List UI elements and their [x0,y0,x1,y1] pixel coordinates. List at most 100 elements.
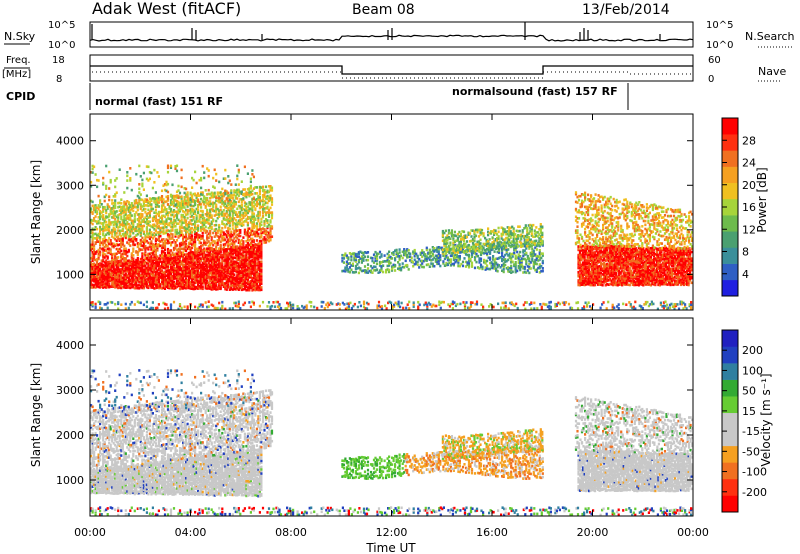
echo-cell [185,267,188,271]
echo-cell [111,202,114,205]
echo-cell [151,272,154,275]
echo-cell [191,246,194,250]
echo-cell [177,274,180,278]
echo-cell [157,212,160,216]
echo-cell [100,211,103,214]
echo-cell [169,237,173,240]
echo-cell [197,279,200,283]
echo-cell [162,275,165,278]
echo-cell [103,274,106,277]
echo-cell [105,263,108,267]
echo-cell [237,274,240,278]
echo-cell [154,216,157,220]
echo-cell [416,263,419,267]
echo-cell [106,255,109,259]
echo-cell [130,280,133,283]
echo-cell [169,258,173,262]
echo-cell [115,260,118,263]
echo-cell [177,235,180,238]
echo-cell [236,258,239,262]
echo-cell [108,277,111,281]
echo-cell [175,249,179,252]
echo-cell [123,244,126,248]
echo-cell [166,249,170,252]
echo-cell [225,253,228,257]
echo-cell [120,271,123,275]
echo-cell [102,233,105,237]
echo-cell [185,286,188,290]
echo-cell [178,232,182,235]
echo-cell [160,200,164,204]
echo-cell [207,271,210,274]
echo-cell [249,279,252,283]
echo-cell [221,187,224,191]
echo-cell [153,264,156,268]
echo-cell [138,264,141,267]
echo-cell [371,271,374,274]
echo-cell [165,220,168,223]
echo-cell [123,234,126,238]
echo-cell [106,279,109,283]
echo-cell [153,217,156,221]
echo-cell [109,212,112,216]
echo-cell [141,262,144,266]
echo-cell [234,250,237,253]
echo-cell [185,270,188,274]
echo-cell [151,249,154,253]
echo-cell [260,260,263,263]
echo-cell [112,261,115,265]
echo-cell [172,287,176,290]
echo-cell [147,234,150,238]
echo-cell [132,240,135,243]
echo-cell [111,271,114,275]
echo-cell [106,277,109,281]
echo-cell [154,253,157,256]
echo-cell [123,258,126,262]
echo-cell [141,258,144,262]
echo-cell [172,215,176,218]
echo-cell [246,288,249,292]
echo-cell [103,265,106,269]
echo-cell [198,279,201,283]
echo-cell [260,244,263,248]
echo-cell [111,282,114,286]
echo-cell [153,228,156,231]
echo-cell [388,250,391,254]
echo-cell [242,265,245,269]
echo-cell [139,260,142,264]
echo-cell [102,272,105,275]
echo-cell [207,258,210,261]
echo-cell [160,221,164,225]
echo-cell [174,233,177,236]
echo-cell [258,196,261,199]
echo-cell [138,229,141,232]
echo-cell [121,276,124,280]
echo-cell [201,277,204,280]
echo-cell [166,214,170,217]
echo-cell [218,261,221,265]
echo-cell [178,254,182,258]
echo-cell [133,218,136,221]
echo-cell [141,209,144,212]
echo-cell [166,223,170,226]
echo-cell [215,255,218,259]
echo-cell [192,267,195,270]
echo-cell [150,235,153,239]
echo-cell [236,249,239,252]
echo-cell [188,268,191,272]
echo-cell [108,266,111,269]
echo-cell [162,279,165,282]
echo-cell [118,209,121,212]
echo-cell [123,232,126,236]
echo-cell [159,228,162,232]
echo-cell [212,280,215,283]
echo-cell [191,253,194,257]
echo-cell [129,208,132,212]
echo-cell [192,254,195,258]
echo-cell [112,212,115,215]
echo-cell [108,220,111,224]
echo-cell [391,257,394,260]
echo-cell [257,266,260,269]
echo-cell [182,274,185,278]
echo-cell [153,250,156,253]
